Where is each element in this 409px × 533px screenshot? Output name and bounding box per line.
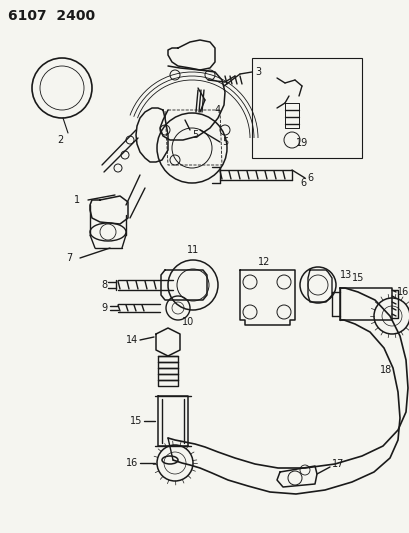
Text: 10: 10 [182,317,194,327]
Text: 3: 3 [254,67,261,77]
Text: 17: 17 [331,459,344,469]
Text: 4: 4 [214,105,220,115]
Text: 12: 12 [257,257,270,267]
Text: 9: 9 [101,303,108,313]
Text: 1: 1 [74,195,80,205]
Text: 11: 11 [187,245,199,255]
Text: 8: 8 [101,280,108,290]
Text: 16: 16 [396,287,408,297]
Text: 5: 5 [191,130,198,140]
Text: 15: 15 [351,273,363,283]
Text: 16: 16 [126,458,138,468]
Text: 2: 2 [57,135,63,145]
Bar [252,58,361,158]
Text: 19: 19 [295,138,308,148]
Text: 14: 14 [126,335,138,345]
Text: 5: 5 [221,137,228,147]
Text: 7: 7 [65,253,72,263]
Text: 6107  2400: 6107 2400 [8,9,95,23]
Text: 6: 6 [299,178,306,188]
Text: 18: 18 [379,365,391,375]
Text: 13: 13 [339,270,351,280]
Text: 6: 6 [306,173,312,183]
Text: 15: 15 [129,416,142,426]
